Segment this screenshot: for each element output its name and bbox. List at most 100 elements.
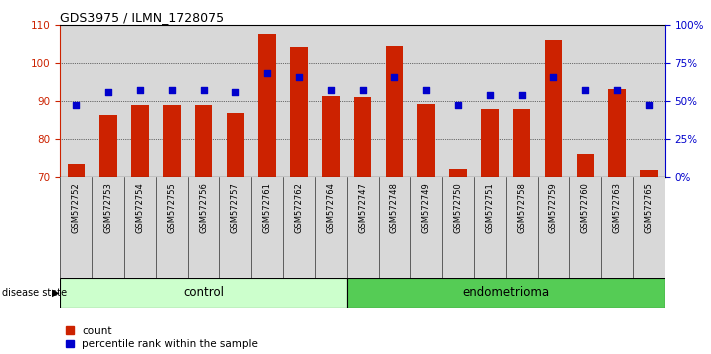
Point [357, 87, 368, 93]
Bar [633, 177, 665, 278]
Point [230, 89, 241, 95]
Point [611, 87, 623, 93]
Point [262, 71, 273, 76]
Bar [506, 25, 538, 177]
Text: GDS3975 / ILMN_1728075: GDS3975 / ILMN_1728075 [60, 11, 225, 24]
Text: disease state: disease state [2, 288, 68, 298]
Bar [258, 34, 276, 177]
Text: GSM572747: GSM572747 [358, 182, 367, 233]
Legend: count, percentile rank within the sample: count, percentile rank within the sample [65, 326, 258, 349]
Bar [442, 25, 474, 177]
Bar [220, 25, 251, 177]
Bar [378, 25, 410, 177]
Bar [640, 170, 658, 177]
Point [198, 87, 209, 93]
Text: GSM572758: GSM572758 [517, 182, 526, 233]
Bar [545, 40, 562, 177]
Bar [513, 109, 530, 177]
Text: GSM572763: GSM572763 [613, 182, 621, 233]
Text: GSM572749: GSM572749 [422, 182, 431, 233]
Bar [354, 97, 371, 177]
Bar [378, 177, 410, 278]
Bar [577, 154, 594, 177]
Bar [506, 177, 538, 278]
Point [420, 87, 432, 93]
Bar [442, 177, 474, 278]
Bar [124, 25, 156, 177]
Point [643, 103, 655, 108]
Bar [347, 177, 378, 278]
Text: control: control [183, 286, 224, 299]
Text: GSM572762: GSM572762 [294, 182, 304, 233]
Bar [474, 25, 506, 177]
Bar [251, 25, 283, 177]
Bar [633, 25, 665, 177]
Text: GSM572748: GSM572748 [390, 182, 399, 233]
Bar [609, 90, 626, 177]
Text: GSM572760: GSM572760 [581, 182, 589, 233]
Text: ▶: ▶ [52, 288, 60, 298]
Bar [449, 169, 467, 177]
Bar [570, 177, 602, 278]
Point [452, 103, 464, 108]
Bar [410, 25, 442, 177]
Bar [124, 177, 156, 278]
Point [547, 74, 559, 79]
FancyBboxPatch shape [347, 278, 665, 308]
Text: GSM572752: GSM572752 [72, 182, 81, 233]
Text: GSM572759: GSM572759 [549, 182, 558, 233]
Text: GSM572764: GSM572764 [326, 182, 336, 233]
Bar [283, 177, 315, 278]
Bar [60, 25, 92, 177]
Bar [251, 177, 283, 278]
Bar [417, 104, 435, 177]
Point [134, 87, 146, 93]
Bar [474, 177, 506, 278]
Bar [188, 25, 220, 177]
Text: GSM572755: GSM572755 [167, 182, 176, 233]
Text: GSM572757: GSM572757 [231, 182, 240, 233]
Bar [60, 177, 92, 278]
FancyBboxPatch shape [60, 278, 347, 308]
Bar [227, 113, 244, 177]
Bar [220, 177, 251, 278]
Bar [132, 105, 149, 177]
Bar [347, 25, 378, 177]
Bar [481, 108, 498, 177]
Bar [92, 25, 124, 177]
Point [166, 87, 178, 93]
Bar [92, 177, 124, 278]
Point [70, 103, 82, 108]
Bar [195, 105, 213, 177]
Point [579, 87, 591, 93]
Point [294, 74, 305, 79]
Text: GSM572756: GSM572756 [199, 182, 208, 233]
Bar [315, 177, 347, 278]
Text: GSM572754: GSM572754 [136, 182, 144, 233]
Text: GSM572761: GSM572761 [262, 182, 272, 233]
Text: GSM572765: GSM572765 [644, 182, 653, 233]
Point [325, 87, 336, 93]
Bar [283, 25, 315, 177]
Bar [385, 46, 403, 177]
Text: endometrioma: endometrioma [462, 286, 550, 299]
Point [389, 74, 400, 79]
Bar [315, 25, 347, 177]
Bar [538, 25, 570, 177]
Text: GSM572753: GSM572753 [104, 182, 112, 233]
Text: GSM572750: GSM572750 [454, 182, 463, 233]
Bar [163, 105, 181, 177]
Bar [602, 177, 633, 278]
Point [516, 92, 528, 98]
Point [484, 92, 496, 98]
Bar [538, 177, 570, 278]
Bar [156, 177, 188, 278]
Bar [602, 25, 633, 177]
Bar [290, 47, 308, 177]
Point [102, 89, 114, 95]
Text: GSM572751: GSM572751 [486, 182, 494, 233]
Bar [156, 25, 188, 177]
Bar [100, 115, 117, 177]
Bar [322, 96, 340, 177]
Bar [570, 25, 602, 177]
